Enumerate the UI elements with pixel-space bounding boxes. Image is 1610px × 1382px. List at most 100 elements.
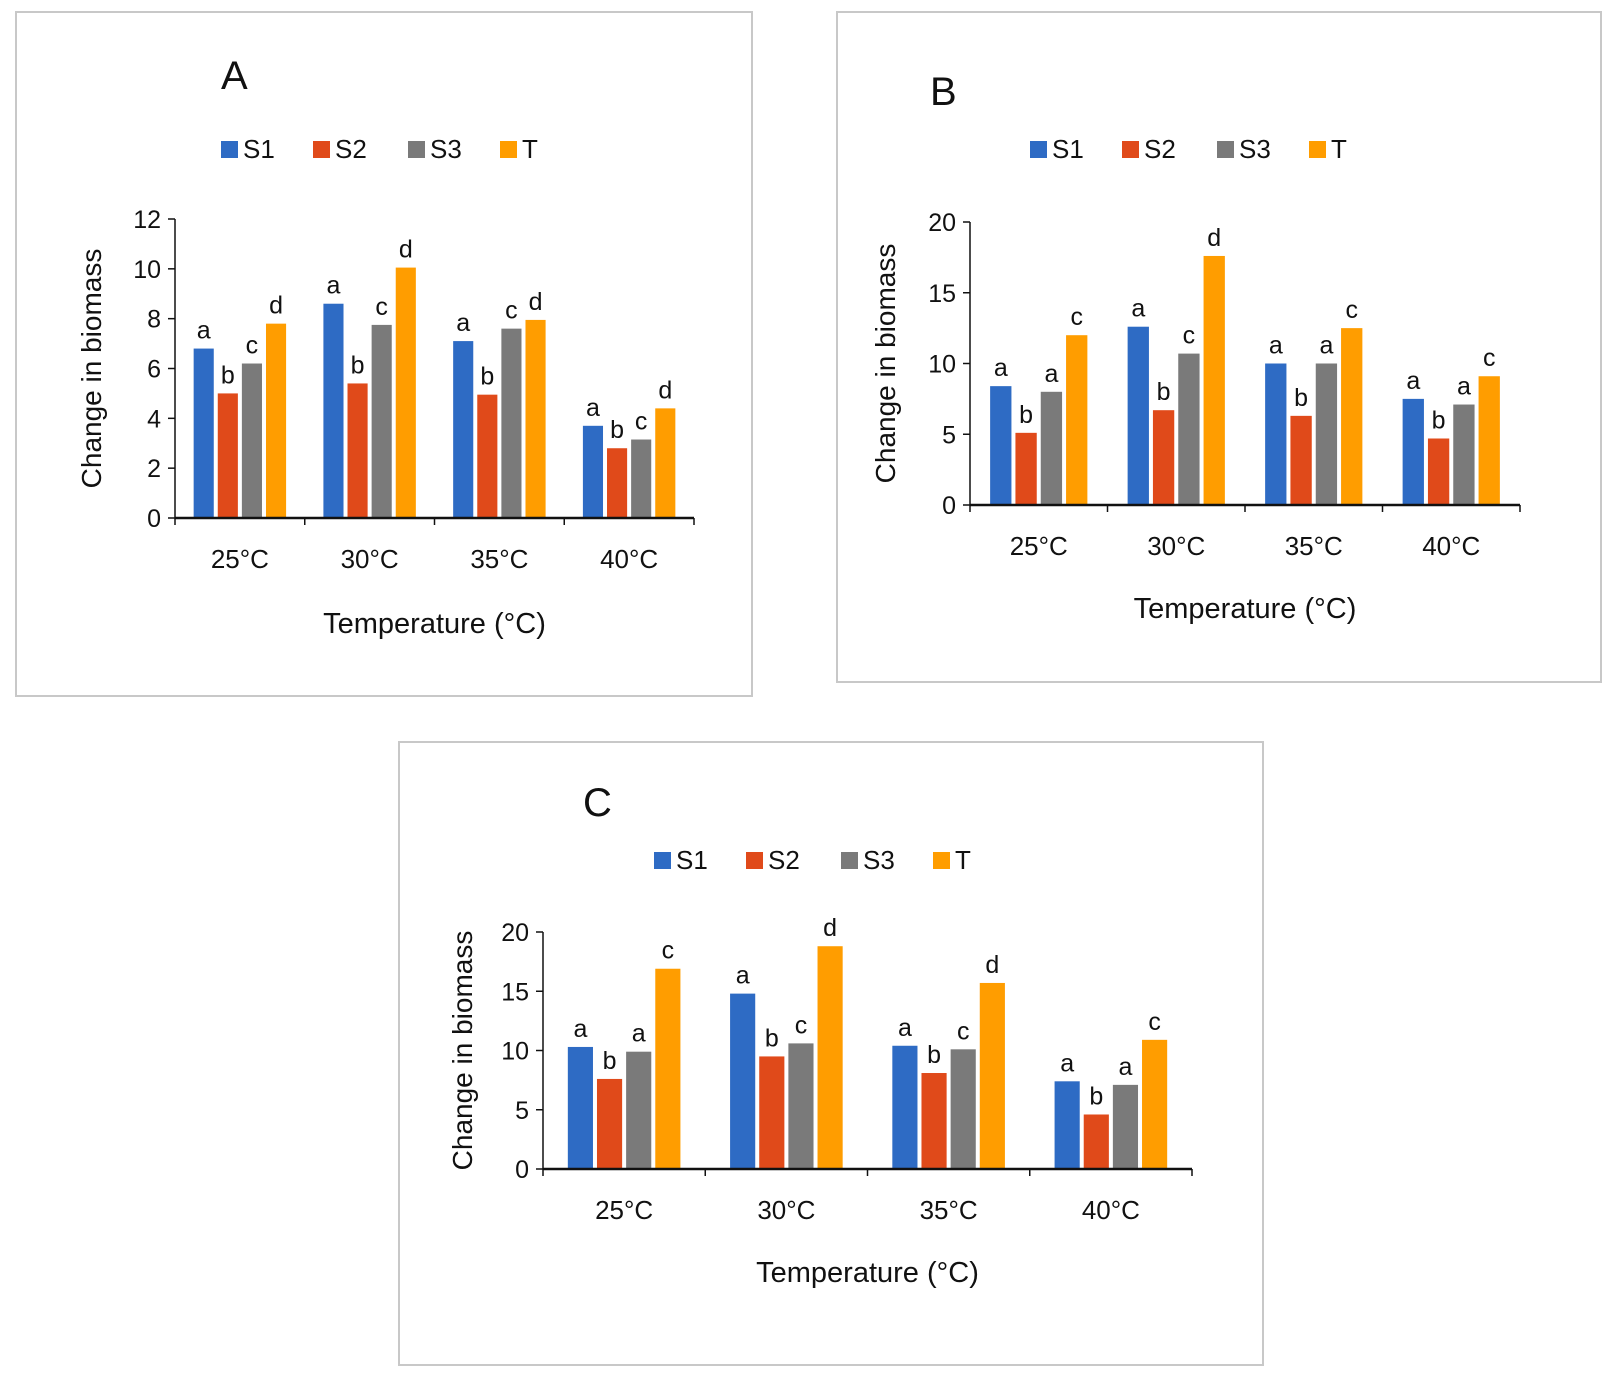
- legend-label-s2: S2: [1144, 134, 1176, 164]
- panel-label: C: [583, 781, 612, 825]
- x-tick-label: 40°C: [1422, 531, 1480, 561]
- y-tick-label: 10: [501, 1038, 529, 1066]
- bar-s3-35C: [950, 1049, 976, 1169]
- significance-letter: d: [529, 288, 543, 316]
- bar-s2-40C: [1427, 438, 1450, 505]
- legend-swatch-s3: [1217, 141, 1234, 158]
- bar-s3-25C: [626, 1051, 652, 1169]
- bar-s2-40C: [1083, 1114, 1109, 1169]
- bar-s3-25C: [241, 363, 262, 518]
- bar-s1-35C: [1265, 363, 1287, 505]
- significance-letter: b: [1089, 1082, 1103, 1110]
- y-tick-label: 5: [942, 421, 956, 449]
- x-tick-label: 30°C: [757, 1195, 815, 1225]
- bar-s3-25C: [1040, 391, 1063, 505]
- chart-panel-a: A S1 S2 S3 T 0 2 4 6 8 10 12 Change in biomass a b c d 25…: [15, 11, 753, 697]
- bar-s1-30C: [730, 993, 756, 1169]
- bar-t-35C: [525, 319, 546, 518]
- significance-letter: a: [1131, 295, 1145, 323]
- legend-label-s2: S2: [335, 134, 367, 164]
- significance-letter: a: [1457, 373, 1471, 401]
- bar-s3-40C: [1112, 1084, 1139, 1169]
- y-tick-label: 12: [133, 206, 161, 234]
- y-tick-label: 4: [147, 405, 161, 433]
- x-tick-label: 35°C: [1285, 531, 1343, 561]
- bar-s2-25C: [596, 1078, 623, 1169]
- bar-s1-35C: [453, 341, 474, 518]
- bar-s1-25C: [990, 386, 1012, 505]
- legend-swatch-s3: [408, 141, 425, 158]
- bar-t-40C: [1478, 376, 1500, 505]
- significance-letter: c: [1183, 322, 1196, 350]
- legend-label-s3: S3: [430, 134, 462, 164]
- panel-label: A: [221, 54, 248, 98]
- significance-letter: d: [269, 292, 283, 320]
- significance-letter: d: [399, 236, 413, 264]
- bar-s1-30C: [323, 303, 344, 518]
- significance-letter: b: [1019, 401, 1033, 429]
- legend-swatch-s3: [841, 852, 858, 869]
- legend-swatch-s2: [1122, 141, 1139, 158]
- significance-letter: a: [573, 1015, 587, 1043]
- significance-letter: d: [985, 951, 999, 979]
- legend-swatch-t: [1309, 141, 1326, 158]
- chart-panel-c: C S1 S2 S3 T 0 5 10 15 20 Change in biomass a b a c 25°…: [398, 741, 1264, 1366]
- x-tick-label: 30°C: [1147, 531, 1205, 561]
- x-axis-title: Temperature (°C): [1134, 593, 1357, 625]
- legend-swatch-s1: [1030, 141, 1047, 158]
- bar-s1-30C: [1127, 326, 1149, 505]
- significance-letter: d: [823, 914, 837, 942]
- bar-t-40C: [655, 408, 676, 518]
- y-tick-label: 6: [147, 356, 161, 384]
- y-tick-label: 15: [501, 978, 529, 1006]
- significance-letter: c: [662, 937, 675, 965]
- significance-letter: a: [1118, 1053, 1132, 1081]
- x-tick-label: 35°C: [920, 1195, 978, 1225]
- bar-s2-30C: [347, 383, 368, 518]
- bar-s2-30C: [759, 1056, 785, 1169]
- significance-letter: d: [1207, 224, 1221, 252]
- significance-letter: c: [1345, 296, 1358, 324]
- y-tick-label: 0: [515, 1156, 529, 1184]
- legend-swatch-t: [500, 141, 517, 158]
- significance-letter: a: [1060, 1049, 1074, 1077]
- significance-letter: a: [632, 1020, 646, 1048]
- legend-label-s3: S3: [863, 845, 895, 875]
- significance-letter: b: [603, 1047, 617, 1075]
- significance-letter: c: [795, 1011, 808, 1039]
- bar-s3-35C: [501, 328, 522, 518]
- bar-t-30C: [395, 267, 416, 518]
- bar-s2-30C: [1152, 410, 1175, 505]
- chart-panel-b: B S1 S2 S3 T 0 5 10 15 20 Change in biomass a b a c 25°…: [836, 11, 1602, 683]
- significance-letter: b: [351, 351, 365, 379]
- bar-s3-40C: [631, 439, 652, 518]
- legend-swatch-s1: [654, 852, 671, 869]
- y-tick-label: 10: [928, 351, 956, 379]
- bar-t-25C: [265, 323, 287, 518]
- legend-swatch-s2: [746, 852, 763, 869]
- legend-label-t: T: [955, 845, 971, 875]
- y-tick-label: 0: [942, 492, 956, 520]
- significance-letter: b: [1294, 384, 1308, 412]
- significance-letter: c: [375, 293, 388, 321]
- significance-letter: c: [635, 408, 648, 436]
- significance-letter: a: [586, 394, 600, 422]
- panel-label: B: [930, 70, 957, 114]
- legend-label-t: T: [522, 134, 538, 164]
- bar-s3-30C: [1178, 353, 1200, 505]
- legend-label-s3: S3: [1239, 134, 1271, 164]
- x-tick-label: 25°C: [595, 1195, 653, 1225]
- bar-t-30C: [817, 946, 843, 1169]
- significance-letter: b: [765, 1024, 779, 1052]
- significance-letter: c: [246, 332, 258, 360]
- bar-s2-35C: [1290, 415, 1312, 505]
- x-tick-label: 30°C: [341, 544, 399, 574]
- x-tick-label: 25°C: [1010, 531, 1068, 561]
- significance-letter: a: [898, 1014, 912, 1042]
- bar-s3-30C: [788, 1043, 814, 1169]
- significance-letter: a: [1044, 360, 1058, 388]
- x-tick-label: 40°C: [600, 544, 658, 574]
- bar-t-35C: [1341, 328, 1363, 505]
